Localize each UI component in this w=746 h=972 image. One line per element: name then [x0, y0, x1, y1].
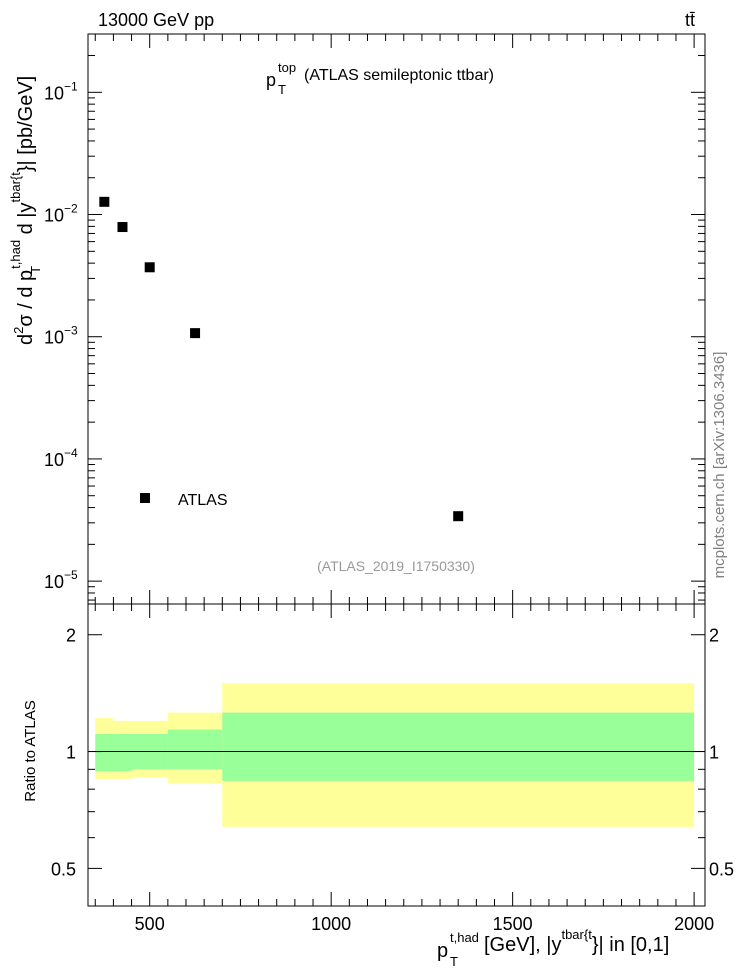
main-y-tick-label: 10 [44, 83, 64, 103]
main-panel-frame [87, 33, 706, 605]
ratio-y-tick-label-right: 1 [709, 743, 719, 763]
main-data-points [99, 196, 464, 522]
data-point [453, 511, 464, 522]
ratio-y-tick-label-right: 2 [709, 626, 719, 646]
main-y-tick-exp: −1 [64, 79, 78, 93]
ratio-y-tick-label: 1 [66, 743, 76, 763]
ratio-band-inner [222, 712, 695, 781]
main-y-tick-label: 10 [44, 572, 64, 592]
ratio-xlabel: p t,had T [GeV], |ytbar{t}| in [0,1] [437, 927, 669, 969]
ratio-bands [95, 683, 695, 827]
main-panel-title: p top T (ATLAS semileptonic ttbar) [266, 60, 494, 97]
ratio-y-tick-label: 2 [66, 626, 76, 646]
ratio-x-tick-label: 1000 [311, 914, 351, 934]
legend-label: ATLAS [178, 492, 228, 509]
svg-text:T: T [450, 954, 458, 969]
title-p: p [266, 70, 276, 90]
data-point [190, 328, 201, 339]
ratio-x-tick-label: 500 [135, 914, 165, 934]
title-sup: top [278, 60, 296, 75]
svg-text:t,had: t,had [450, 930, 479, 945]
ratio-band-inner [167, 729, 223, 770]
ratio-panel-frame [87, 603, 706, 907]
data-point [117, 222, 128, 233]
ratio-ylabel: Ratio to ATLAS [22, 700, 39, 801]
svg-text:[GeV], |ytbar{t}| in [0,1]: [GeV], |ytbar{t}| in [0,1] [484, 927, 669, 956]
ratio-x-tick-label: 2000 [674, 914, 714, 934]
ratio-y-tick-label: 0.5 [51, 859, 76, 879]
process-label: tt̄ [685, 10, 695, 30]
title-rest: (ATLAS semileptonic ttbar) [304, 67, 494, 84]
main-y-tick-exp: −3 [64, 324, 78, 338]
ratio-y-tick-label-right: 0.5 [709, 859, 734, 879]
main-ylabel: d2σ / d pt,hadT d |ytbar{t}| [pb/GeV] [8, 76, 43, 345]
data-point [144, 262, 155, 273]
main-y-tick-exp: −4 [64, 446, 78, 460]
energy-label: 13000 GeV pp [98, 10, 214, 30]
main-y-tick-label: 10 [44, 328, 64, 348]
main-axes: 10−110−210−310−410−5 [44, 34, 705, 604]
legend: ATLAS [140, 492, 228, 509]
ratio-axes: 0.5 0.5 1 1 2 2 500 1000 1500 2000 [51, 604, 734, 934]
watermark: mcplots.cern.ch [arXiv:1306.3436] [711, 352, 728, 579]
main-y-tick-exp: −2 [64, 202, 78, 216]
ratio-band-inner [95, 733, 114, 772]
title-sub: T [278, 82, 286, 97]
data-point [99, 196, 110, 207]
main-y-tick-label: 10 [44, 206, 64, 226]
main-y-tick-exp: −5 [64, 568, 78, 582]
ratio-band-inner [113, 733, 132, 772]
legend-marker [140, 493, 150, 503]
svg-text:p: p [437, 940, 448, 962]
ratio-x-tick-label: 1500 [493, 914, 533, 934]
analysis-label: (ATLAS_2019_I1750330) [317, 558, 475, 574]
svg-text:d2σ / d pt,hadT d |ytbar{t}| [: d2σ / d pt,hadT d |ytbar{t}| [pb/GeV] [8, 76, 43, 345]
main-y-tick-label: 10 [44, 450, 64, 470]
svg-text:p: p [266, 70, 276, 90]
